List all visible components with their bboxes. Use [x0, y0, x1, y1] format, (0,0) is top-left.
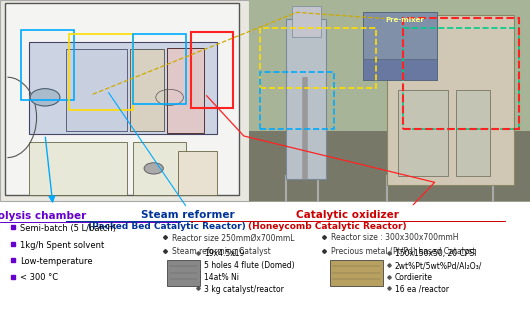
Text: Reactor size 250mmØx700mmL: Reactor size 250mmØx700mmL: [172, 233, 295, 243]
Bar: [249, 0, 530, 131]
Bar: [66, 49, 127, 131]
Text: Low-temperature: Low-temperature: [20, 257, 93, 266]
Text: Cordierite: Cordierite: [395, 273, 433, 282]
Text: Catalytic oxidizer: Catalytic oxidizer: [296, 210, 399, 220]
Circle shape: [144, 163, 163, 174]
Bar: [132, 34, 186, 104]
Bar: [292, 6, 321, 37]
Bar: [191, 32, 233, 108]
Bar: [29, 142, 127, 195]
Bar: [260, 28, 376, 88]
Bar: [398, 90, 448, 176]
Bar: [5, 3, 238, 195]
Bar: [167, 260, 200, 286]
Text: (Honeycomb Catalytic Reactor): (Honeycomb Catalytic Reactor): [248, 222, 407, 231]
Bar: [21, 30, 74, 100]
Bar: [403, 28, 519, 129]
Text: 14at% Ni: 14at% Ni: [204, 273, 239, 282]
Bar: [363, 12, 437, 80]
Text: 5 holes 4 flute (Domed): 5 holes 4 flute (Domed): [204, 261, 295, 270]
Text: 1kg/h Spent solvent: 1kg/h Spent solvent: [20, 240, 104, 250]
Bar: [249, 131, 530, 201]
Text: 3 kg catalyst/reactor: 3 kg catalyst/reactor: [204, 285, 284, 294]
Text: Precious metal (Pt/Pd) based Catalyst: Precious metal (Pt/Pd) based Catalyst: [331, 247, 476, 256]
Bar: [178, 151, 217, 195]
Bar: [29, 42, 217, 134]
Bar: [249, 0, 530, 201]
Text: 19x4.5x19: 19x4.5x19: [204, 249, 244, 259]
Bar: [363, 59, 437, 80]
Text: 16 ea /reactor: 16 ea /reactor: [395, 285, 449, 294]
Bar: [132, 142, 186, 195]
Text: Steam reformer: Steam reformer: [142, 210, 235, 220]
Circle shape: [30, 89, 60, 106]
Text: Steam reforming Catalyst: Steam reforming Catalyst: [172, 247, 271, 256]
Circle shape: [156, 89, 183, 105]
Bar: [69, 34, 132, 110]
Bar: [167, 48, 204, 133]
Text: Pyrolysis chamber: Pyrolysis chamber: [0, 211, 86, 221]
Text: Reactor size : 300x300x700mmH: Reactor size : 300x300x700mmH: [331, 233, 459, 243]
Bar: [260, 72, 334, 129]
Text: (Packed Bed Catalytic Reactor): (Packed Bed Catalytic Reactor): [88, 222, 246, 231]
Bar: [403, 18, 519, 129]
Bar: [130, 49, 164, 131]
Text: 2wt%Pt/5wt%Pd/Al₂O₃/: 2wt%Pt/5wt%Pd/Al₂O₃/: [395, 261, 482, 270]
Bar: [330, 260, 383, 286]
Bar: [286, 19, 326, 179]
Bar: [0, 0, 249, 201]
Bar: [387, 15, 514, 185]
Text: Pre-mixer: Pre-mixer: [386, 17, 425, 23]
Bar: [456, 90, 490, 176]
Text: Semi-batch (5 L/batch): Semi-batch (5 L/batch): [20, 224, 116, 233]
Text: 150x150x50, 20 CPSI: 150x150x50, 20 CPSI: [395, 249, 476, 259]
Text: < 300 °C: < 300 °C: [20, 273, 58, 282]
